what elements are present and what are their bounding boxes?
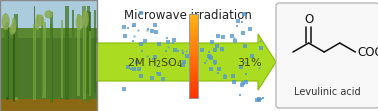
Bar [189, 14, 198, 98]
Bar [189, 77, 198, 80]
Bar [42, 22, 46, 98]
Bar [72, 30, 75, 99]
Bar [189, 18, 198, 21]
Bar [83, 11, 87, 99]
Bar [87, 6, 90, 94]
Polygon shape [97, 34, 276, 90]
Bar [77, 14, 80, 96]
Ellipse shape [12, 17, 16, 33]
Text: Levulinic acid: Levulinic acid [294, 87, 361, 97]
Bar [73, 10, 74, 95]
Bar [189, 48, 198, 50]
Bar [189, 33, 198, 36]
Bar [50, 12, 53, 102]
Bar [50, 24, 52, 101]
Bar [65, 6, 69, 100]
Bar [189, 94, 198, 96]
Bar [189, 66, 198, 69]
Bar [189, 31, 198, 33]
Bar [189, 43, 198, 46]
Bar [189, 41, 198, 44]
Bar [14, 14, 18, 97]
Bar [0, 38, 97, 99]
Bar [0, 28, 97, 99]
Bar [6, 22, 9, 100]
Bar [189, 50, 198, 52]
Bar [189, 29, 198, 31]
Text: 31%: 31% [237, 58, 261, 68]
Bar [189, 79, 198, 82]
Text: O: O [304, 13, 313, 26]
Bar [0, 99, 97, 111]
Bar [189, 87, 198, 90]
Bar [86, 11, 90, 102]
Bar [34, 24, 36, 100]
Bar [189, 90, 198, 92]
Bar [189, 52, 198, 54]
Bar [189, 64, 198, 67]
Bar [15, 27, 18, 100]
Bar [93, 10, 96, 93]
Bar [13, 23, 15, 102]
Bar [189, 27, 198, 29]
Bar [189, 25, 198, 27]
Bar [189, 81, 198, 84]
Bar [189, 62, 198, 65]
Bar [34, 6, 35, 100]
Bar [61, 20, 64, 98]
Bar [189, 85, 198, 88]
Bar [189, 46, 198, 48]
Bar [0, 0, 97, 111]
Ellipse shape [9, 24, 16, 35]
Bar [189, 69, 198, 71]
Text: 2M H$_2$SO$_4$: 2M H$_2$SO$_4$ [127, 56, 183, 70]
Bar [189, 35, 198, 38]
Bar [189, 37, 198, 40]
Bar [9, 27, 11, 97]
Bar [189, 39, 198, 42]
Bar [189, 96, 198, 98]
Ellipse shape [36, 14, 40, 30]
Bar [0, 0, 97, 28]
Bar [84, 11, 85, 94]
Bar [189, 92, 198, 94]
Bar [189, 20, 198, 23]
Bar [189, 14, 198, 17]
Text: COOH: COOH [357, 46, 378, 58]
Ellipse shape [76, 14, 83, 30]
Bar [41, 17, 43, 95]
Bar [189, 60, 198, 63]
Ellipse shape [83, 11, 89, 27]
Ellipse shape [36, 14, 44, 26]
Bar [189, 58, 198, 61]
Bar [189, 22, 198, 25]
Bar [89, 12, 91, 96]
Bar [89, 31, 91, 96]
Bar [189, 71, 198, 73]
Bar [4, 25, 8, 97]
Ellipse shape [2, 13, 10, 30]
Bar [189, 83, 198, 86]
Bar [189, 54, 198, 56]
Bar [189, 16, 198, 19]
Ellipse shape [44, 10, 53, 19]
Bar [82, 6, 85, 101]
FancyBboxPatch shape [276, 3, 378, 108]
Bar [189, 75, 198, 77]
Text: Microwave irradiation: Microwave irradiation [124, 9, 252, 22]
Bar [189, 56, 198, 59]
Bar [189, 73, 198, 75]
